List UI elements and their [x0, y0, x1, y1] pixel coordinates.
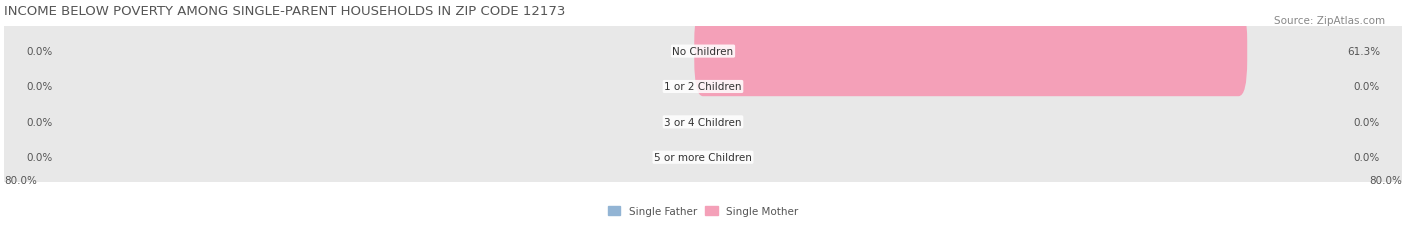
Text: No Children: No Children: [672, 47, 734, 57]
Text: 0.0%: 0.0%: [1354, 153, 1381, 163]
FancyBboxPatch shape: [0, 7, 720, 167]
Text: 0.0%: 0.0%: [1354, 117, 1381, 127]
Text: Source: ZipAtlas.com: Source: ZipAtlas.com: [1274, 16, 1385, 26]
Text: 0.0%: 0.0%: [1354, 82, 1381, 92]
Text: 3 or 4 Children: 3 or 4 Children: [664, 117, 742, 127]
Text: 61.3%: 61.3%: [1347, 47, 1381, 57]
FancyBboxPatch shape: [4, 34, 1402, 70]
FancyBboxPatch shape: [0, 77, 720, 231]
Text: 80.0%: 80.0%: [4, 176, 37, 185]
FancyBboxPatch shape: [0, 0, 720, 132]
Text: 0.0%: 0.0%: [25, 82, 52, 92]
Text: INCOME BELOW POVERTY AMONG SINGLE-PARENT HOUSEHOLDS IN ZIP CODE 12173: INCOME BELOW POVERTY AMONG SINGLE-PARENT…: [4, 6, 565, 18]
Text: 5 or more Children: 5 or more Children: [654, 153, 752, 163]
Legend: Single Father, Single Mother: Single Father, Single Mother: [603, 202, 803, 220]
FancyBboxPatch shape: [4, 140, 1402, 175]
Text: 80.0%: 80.0%: [1369, 176, 1402, 185]
FancyBboxPatch shape: [0, 42, 720, 203]
Text: 0.0%: 0.0%: [25, 47, 52, 57]
Text: 1 or 2 Children: 1 or 2 Children: [664, 82, 742, 92]
FancyBboxPatch shape: [695, 7, 1247, 97]
FancyBboxPatch shape: [686, 0, 1406, 132]
FancyBboxPatch shape: [686, 77, 1406, 231]
FancyBboxPatch shape: [4, 105, 1402, 140]
FancyBboxPatch shape: [4, 70, 1402, 105]
Text: 0.0%: 0.0%: [25, 153, 52, 163]
Text: 0.0%: 0.0%: [25, 117, 52, 127]
FancyBboxPatch shape: [686, 7, 1406, 167]
FancyBboxPatch shape: [686, 42, 1406, 203]
